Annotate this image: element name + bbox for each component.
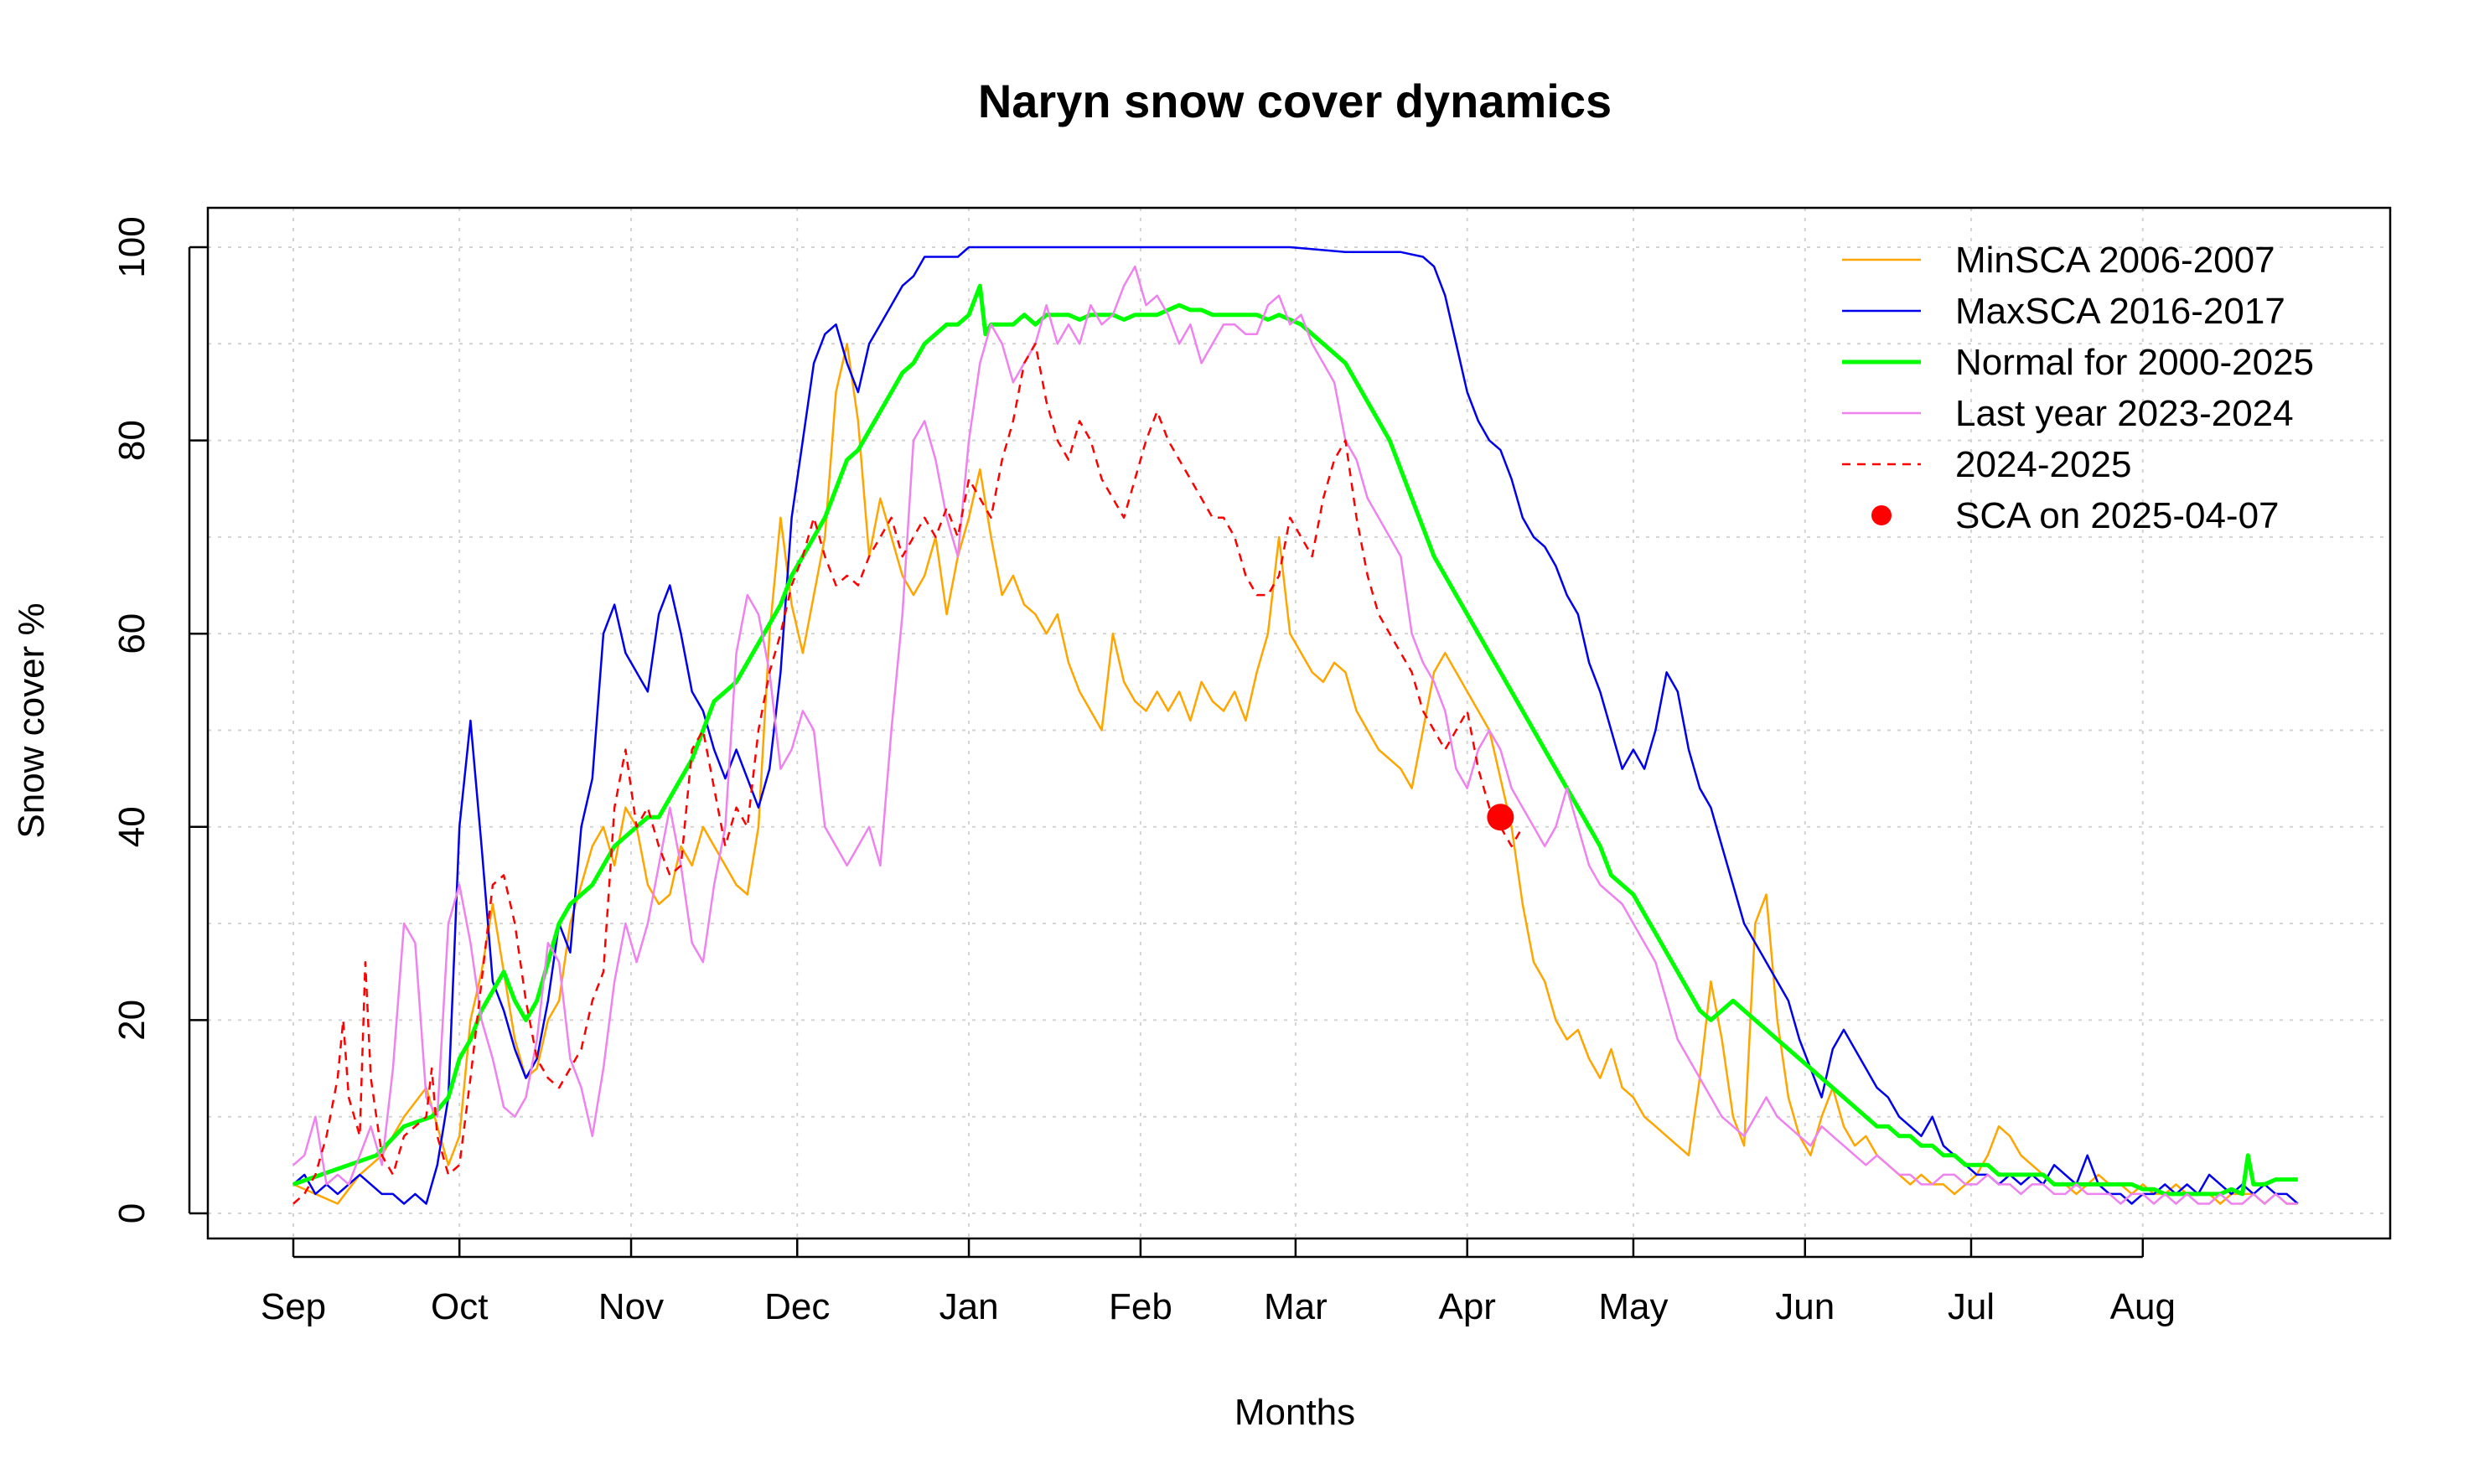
x-tick-label: May bbox=[1598, 1286, 1668, 1327]
x-tick-label: Feb bbox=[1109, 1286, 1172, 1327]
x-tick-label: Jul bbox=[1948, 1286, 1995, 1327]
plot-frame bbox=[206, 206, 2392, 1240]
y-axis-label: Snow cover % bbox=[11, 602, 52, 838]
legend-label: Last year 2023-2024 bbox=[1955, 393, 2294, 434]
series-line-1 bbox=[292, 343, 2298, 1205]
x-tick-label: Jan bbox=[939, 1286, 999, 1327]
chart-title: Naryn snow cover dynamics bbox=[978, 75, 1612, 127]
x-tick-label: Sep bbox=[261, 1286, 326, 1327]
x-axis-label: Months bbox=[1234, 1392, 1355, 1433]
y-tick-label: 60 bbox=[111, 613, 153, 654]
series-line-5 bbox=[292, 343, 1524, 1205]
legend-point-key bbox=[1871, 505, 1892, 525]
y-tick-label: 20 bbox=[111, 1000, 153, 1041]
x-tick-label: Mar bbox=[1264, 1286, 1328, 1327]
legend-label: MinSCA 2006-2007 bbox=[1955, 240, 2275, 281]
x-tick-label: Dec bbox=[764, 1286, 830, 1327]
legend-label: 2024-2025 bbox=[1955, 444, 2131, 485]
y-tick-label: 0 bbox=[111, 1203, 153, 1223]
series-layer bbox=[292, 246, 2299, 1205]
legend: MinSCA 2006-2007 MaxSCA 2016-2017 Normal f… bbox=[1842, 240, 2314, 536]
x-tick-label: Jun bbox=[1775, 1286, 1835, 1327]
axes-layer: 0 20 40 60 80 100 Sep Oct Nov Dec Jan Feb Mar Apr May J… bbox=[111, 206, 2392, 1327]
y-tick-label: 100 bbox=[111, 216, 153, 277]
grid-layer bbox=[208, 208, 2390, 1238]
x-tick-label: Apr bbox=[1438, 1286, 1495, 1327]
x-tick-label: Oct bbox=[431, 1286, 488, 1327]
series-line-4 bbox=[292, 265, 2298, 1205]
legend-label: Normal for 2000-2025 bbox=[1955, 342, 2314, 383]
sca-point bbox=[1487, 804, 1514, 831]
legend-label: SCA on 2025-04-07 bbox=[1955, 495, 2280, 536]
legend-label: MaxSCA 2016-2017 bbox=[1955, 291, 2285, 332]
y-tick-label: 80 bbox=[111, 420, 153, 461]
x-tick-label: Nov bbox=[598, 1286, 664, 1327]
series-line-3 bbox=[292, 283, 2298, 1197]
series-line-2 bbox=[292, 246, 2299, 1205]
y-tick-label: 40 bbox=[111, 806, 153, 847]
x-tick-label: Aug bbox=[2110, 1286, 2176, 1327]
